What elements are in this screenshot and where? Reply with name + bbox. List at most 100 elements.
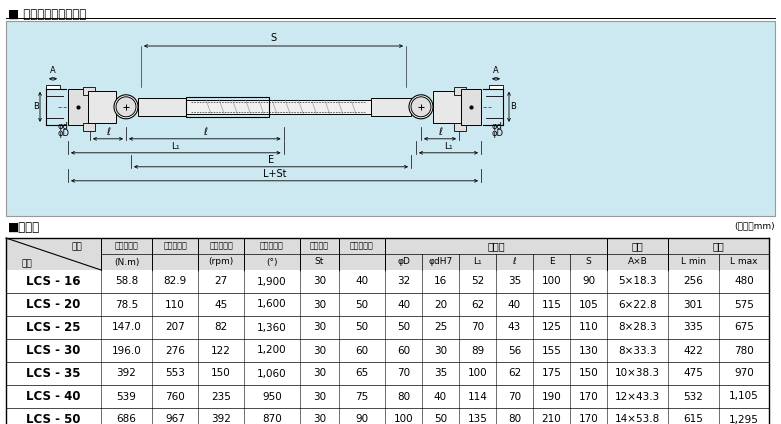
Text: 70: 70 xyxy=(471,323,484,332)
Bar xyxy=(454,123,466,131)
Text: 235: 235 xyxy=(211,391,231,402)
Text: 475: 475 xyxy=(683,368,704,379)
Bar xyxy=(83,123,95,131)
Text: 70: 70 xyxy=(397,368,410,379)
Text: 207: 207 xyxy=(165,323,185,332)
Text: 480: 480 xyxy=(734,276,754,287)
Bar xyxy=(6,316,769,339)
Text: 1,200: 1,200 xyxy=(257,346,287,355)
Text: 967: 967 xyxy=(165,415,185,424)
Text: L max: L max xyxy=(730,257,758,267)
Text: クロス定格: クロス定格 xyxy=(209,242,233,251)
Text: 1,060: 1,060 xyxy=(257,368,287,379)
Text: ℓ: ℓ xyxy=(203,127,207,137)
Bar xyxy=(6,238,769,270)
Text: St: St xyxy=(315,257,324,267)
Bar xyxy=(6,293,769,316)
Text: 80: 80 xyxy=(397,391,410,402)
Text: 256: 256 xyxy=(683,276,704,287)
Text: 35: 35 xyxy=(508,276,521,287)
Text: LCS - 40: LCS - 40 xyxy=(27,390,80,403)
Text: 422: 422 xyxy=(683,346,704,355)
Text: ■ 図面・製品仕様表組: ■ 図面・製品仕様表組 xyxy=(8,8,86,21)
Text: L₁: L₁ xyxy=(473,257,482,267)
Text: 25: 25 xyxy=(434,323,448,332)
Bar xyxy=(138,98,186,116)
Text: φD: φD xyxy=(491,129,503,138)
Text: (N.m): (N.m) xyxy=(114,257,139,267)
Text: 532: 532 xyxy=(683,391,704,402)
Circle shape xyxy=(114,95,138,119)
Text: 392: 392 xyxy=(211,415,231,424)
Text: ヨーク: ヨーク xyxy=(487,241,505,251)
Text: 276: 276 xyxy=(165,346,185,355)
Text: 30: 30 xyxy=(313,276,326,287)
Bar xyxy=(433,91,461,123)
Text: キー: キー xyxy=(632,241,644,251)
Text: φdH7: φdH7 xyxy=(428,257,453,267)
Text: 62: 62 xyxy=(508,368,521,379)
Text: 12×43.3: 12×43.3 xyxy=(615,391,660,402)
Text: (rpm): (rpm) xyxy=(209,257,234,267)
Text: 40: 40 xyxy=(397,299,410,310)
Text: 575: 575 xyxy=(734,299,754,310)
Text: L₁: L₁ xyxy=(444,142,453,151)
Text: 10×38.3: 10×38.3 xyxy=(615,368,660,379)
Text: 型式: 型式 xyxy=(22,259,32,268)
Text: 60: 60 xyxy=(355,346,369,355)
Text: A×B: A×B xyxy=(628,257,647,267)
Text: 392: 392 xyxy=(116,368,137,379)
Bar xyxy=(6,270,769,293)
Text: 40: 40 xyxy=(508,299,521,310)
Text: 全長: 全長 xyxy=(712,241,724,251)
Text: 6×22.8: 6×22.8 xyxy=(619,299,657,310)
Text: 970: 970 xyxy=(734,368,754,379)
Circle shape xyxy=(409,95,433,119)
Text: 1,295: 1,295 xyxy=(729,415,759,424)
Text: 50: 50 xyxy=(355,299,369,310)
Text: 40: 40 xyxy=(434,391,447,402)
Text: φd: φd xyxy=(58,122,69,131)
Text: 125: 125 xyxy=(541,323,562,332)
Text: 82: 82 xyxy=(214,323,227,332)
Bar xyxy=(68,89,88,125)
Text: 65: 65 xyxy=(355,368,369,379)
Text: 50: 50 xyxy=(355,323,369,332)
Text: 210: 210 xyxy=(542,415,562,424)
Text: ■仕　様: ■仕 様 xyxy=(8,221,40,234)
Text: 30: 30 xyxy=(313,323,326,332)
Text: φd: φd xyxy=(491,122,502,131)
Text: 870: 870 xyxy=(262,415,282,424)
Text: (°): (°) xyxy=(266,257,278,267)
Text: 35: 35 xyxy=(434,368,448,379)
Text: 100: 100 xyxy=(394,415,413,424)
Text: 30: 30 xyxy=(313,299,326,310)
Text: 301: 301 xyxy=(683,299,704,310)
Text: L min: L min xyxy=(681,257,706,267)
Text: 114: 114 xyxy=(468,391,487,402)
Text: 780: 780 xyxy=(734,346,754,355)
Text: 196.0: 196.0 xyxy=(112,346,141,355)
Text: ℓ: ℓ xyxy=(106,127,110,137)
Text: E: E xyxy=(549,257,555,267)
Text: 16: 16 xyxy=(434,276,448,287)
Text: LCS - 25: LCS - 25 xyxy=(27,321,80,334)
Text: 30: 30 xyxy=(313,368,326,379)
Text: 110: 110 xyxy=(165,299,185,310)
Text: 100: 100 xyxy=(468,368,487,379)
Text: 許容回転数: 許容回転数 xyxy=(260,242,284,251)
Bar xyxy=(46,85,60,89)
Text: 43: 43 xyxy=(508,323,521,332)
Text: 90: 90 xyxy=(582,276,595,287)
Text: 30: 30 xyxy=(313,415,326,424)
Text: 1,360: 1,360 xyxy=(257,323,287,332)
Text: B: B xyxy=(33,102,39,112)
Text: 1,600: 1,600 xyxy=(257,299,287,310)
Text: 950: 950 xyxy=(262,391,282,402)
Bar xyxy=(6,21,775,216)
Text: LCS - 16: LCS - 16 xyxy=(27,275,80,288)
Text: E: E xyxy=(268,155,274,165)
Text: 170: 170 xyxy=(579,415,598,424)
Text: スライド長: スライド長 xyxy=(350,242,374,251)
Bar xyxy=(6,385,769,408)
